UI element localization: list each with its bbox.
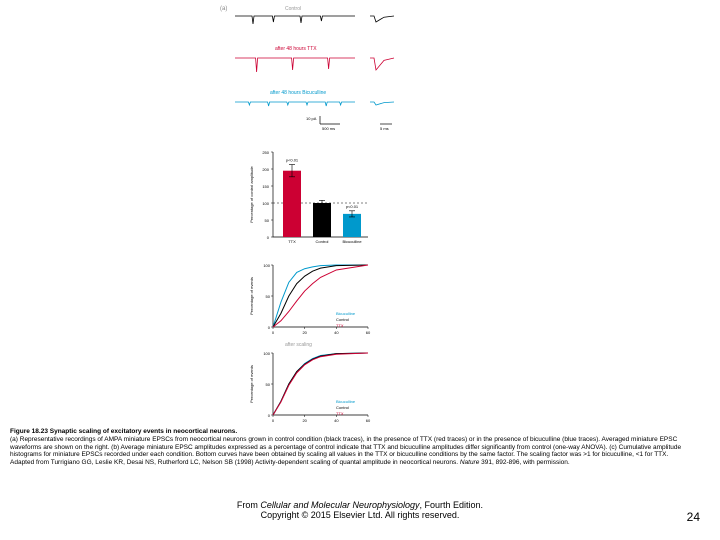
svg-text:10 pA: 10 pA xyxy=(306,116,317,121)
svg-text:0: 0 xyxy=(268,413,271,418)
svg-text:100: 100 xyxy=(263,351,270,356)
fig-number: Figure 18.23 xyxy=(10,428,48,435)
svg-text:100: 100 xyxy=(262,201,269,206)
svg-text:50: 50 xyxy=(266,294,271,299)
svg-text:50: 50 xyxy=(265,218,270,223)
svg-text:TTX: TTX xyxy=(336,323,344,328)
svg-text:TTX: TTX xyxy=(336,411,344,416)
svg-text:40: 40 xyxy=(334,330,339,335)
svg-text:5 ms: 5 ms xyxy=(380,126,389,131)
svg-text:250: 250 xyxy=(262,150,269,155)
svg-text:Control: Control xyxy=(316,239,329,244)
svg-text:Percentage of events: Percentage of events xyxy=(249,277,254,315)
svg-text:Percentage of events: Percentage of events xyxy=(249,365,254,403)
svg-text:after scaling: after scaling xyxy=(285,342,312,348)
panel-b-bar-chart: (b) 050100150200250p<0.01TTXControlp<0.0… xyxy=(245,137,385,247)
svg-text:TTX: TTX xyxy=(288,239,296,244)
svg-text:20: 20 xyxy=(302,330,307,335)
svg-text:Control: Control xyxy=(336,405,349,410)
caption-ref: 391, 892-896, with permission. xyxy=(481,459,570,466)
fig-title: Synaptic scaling of excitatory events in… xyxy=(50,428,237,435)
figure-composite: (a) Control after 48 hours TTX after 48 … xyxy=(220,2,500,422)
svg-text:p<0.01: p<0.01 xyxy=(286,158,299,163)
svg-text:after 48 hours TTX: after 48 hours TTX xyxy=(275,46,317,52)
svg-text:100: 100 xyxy=(263,263,270,268)
svg-text:0: 0 xyxy=(272,418,275,423)
attr-suffix: , Fourth Edition. xyxy=(420,500,484,510)
svg-text:(a): (a) xyxy=(220,6,227,12)
caption-body: (a) Representative recordings of AMPA mi… xyxy=(10,436,681,459)
attr-copyright: Copyright © 2015 Elsevier Ltd. All right… xyxy=(261,510,460,520)
caption-journal: Nature xyxy=(460,459,480,466)
svg-text:200: 200 xyxy=(262,167,269,172)
svg-text:60: 60 xyxy=(366,330,371,335)
svg-text:0: 0 xyxy=(268,325,271,330)
svg-text:0: 0 xyxy=(267,235,270,240)
svg-text:20: 20 xyxy=(302,418,307,423)
panel-c-top: (c) 0501000204060Percentage of eventsBic… xyxy=(245,252,385,337)
panel-a: (a) Control after 48 hours TTX after 48 … xyxy=(220,2,420,132)
svg-text:Bicuculline: Bicuculline xyxy=(342,239,362,244)
svg-text:500 ms: 500 ms xyxy=(322,126,335,131)
caption-adapted: Adapted from Turrigiano GG, Leslie KR, D… xyxy=(10,459,458,466)
svg-text:150: 150 xyxy=(262,184,269,189)
svg-text:Bicuculline: Bicuculline xyxy=(336,311,356,316)
svg-text:after 48 hours Bicuculline: after 48 hours Bicuculline xyxy=(270,90,326,96)
svg-text:0: 0 xyxy=(272,330,275,335)
svg-text:Control: Control xyxy=(336,317,349,322)
panel-c-bottom: after scaling 0 50 100 0 20 40 60 Percentage of… xyxy=(245,340,385,425)
svg-text:50: 50 xyxy=(266,382,271,387)
svg-text:60: 60 xyxy=(366,418,371,423)
svg-text:Percentage of control amplitud: Percentage of control amplitude xyxy=(249,165,254,222)
svg-text:Control: Control xyxy=(285,6,301,12)
figure-caption: Figure 18.23 Synaptic scaling of excitat… xyxy=(10,428,710,467)
attr-book: Cellular and Molecular Neurophysiology xyxy=(260,500,419,510)
svg-text:Bicuculline: Bicuculline xyxy=(336,399,356,404)
svg-text:40: 40 xyxy=(334,418,339,423)
page-number: 24 xyxy=(687,510,700,524)
attr-prefix: From xyxy=(237,500,261,510)
svg-text:p<0.01: p<0.01 xyxy=(346,204,359,209)
attribution: From Cellular and Molecular Neurophysiol… xyxy=(160,500,560,520)
